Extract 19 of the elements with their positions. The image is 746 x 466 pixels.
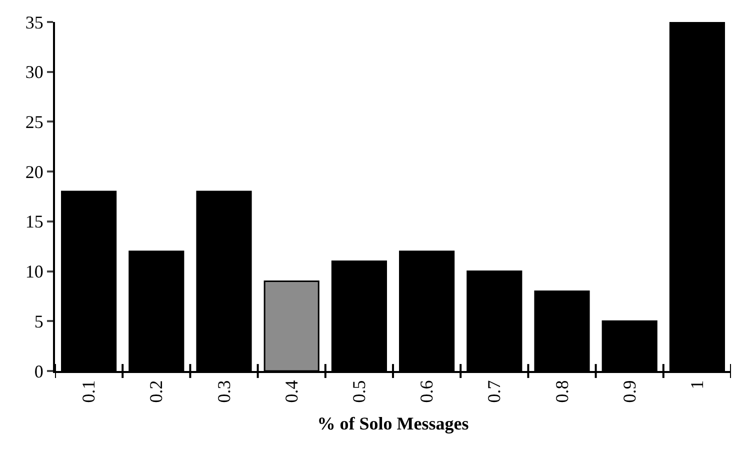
x-tick-label: 0.7 bbox=[484, 380, 504, 403]
x-tick-label: 0.6 bbox=[416, 380, 437, 403]
x-tick-label: 1 bbox=[687, 380, 708, 390]
y-tick-label: 25 bbox=[25, 112, 44, 132]
x-tick-label: 0.4 bbox=[281, 380, 302, 403]
y-tick-label: 10 bbox=[25, 262, 44, 282]
x-tick-label: 0.2 bbox=[146, 380, 166, 403]
y-tick-label: 30 bbox=[25, 62, 44, 82]
y-tick-label: 5 bbox=[34, 311, 44, 332]
y-tick-label: 0 bbox=[34, 361, 44, 382]
y-tick-label: 20 bbox=[25, 162, 44, 182]
x-tick-label: 0.5 bbox=[349, 380, 370, 403]
y-tick-label: 15 bbox=[25, 212, 44, 232]
x-tick-label: 0.8 bbox=[552, 380, 572, 403]
x-tick-label: 0.9 bbox=[619, 380, 640, 403]
x-tick-label: 0.1 bbox=[78, 380, 99, 403]
y-tick-label: 35 bbox=[25, 12, 44, 32]
x-tick-label: 0.3 bbox=[214, 380, 234, 403]
x-axis-title: % of Solo Messages bbox=[317, 413, 469, 434]
